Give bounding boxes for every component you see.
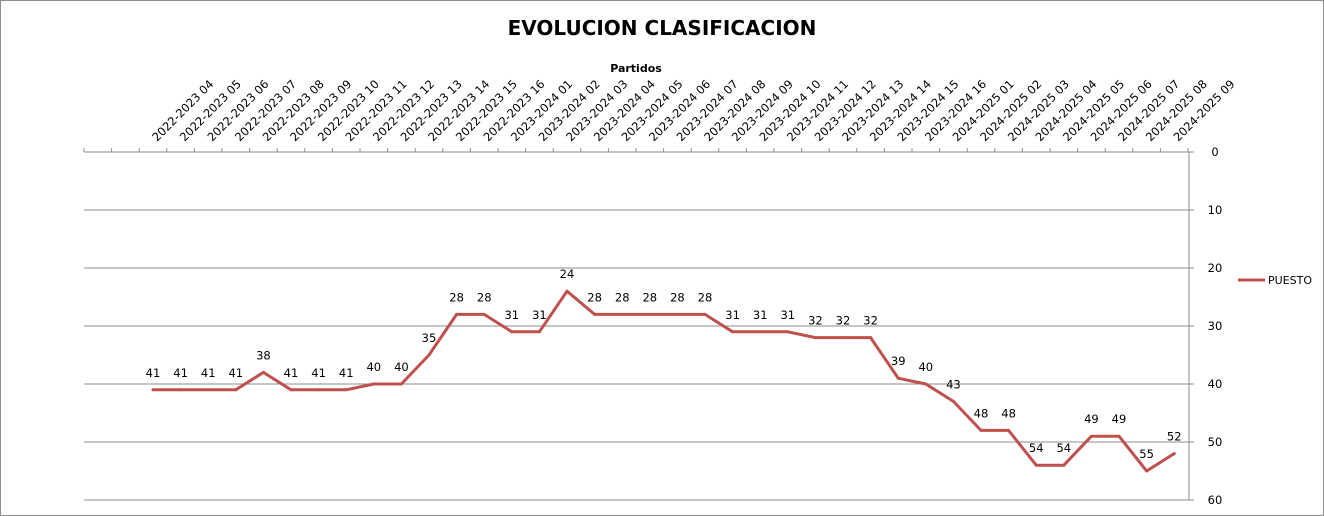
data-label: 35 [422, 331, 437, 345]
data-point [593, 312, 597, 316]
y-tick-label: 30 [1208, 319, 1223, 333]
data-point [896, 376, 900, 380]
data-label: 32 [836, 314, 851, 328]
data-point [1117, 434, 1121, 438]
data-point [482, 312, 486, 316]
data-point [648, 312, 652, 316]
gridlines [84, 209, 1189, 501]
data-label: 31 [780, 308, 795, 322]
data-point [703, 312, 707, 316]
data-point [786, 330, 790, 334]
data-label: 41 [284, 366, 299, 380]
data-label: 41 [201, 366, 216, 380]
data-label: 32 [863, 314, 878, 328]
data-point [869, 336, 873, 340]
data-label: 52 [1167, 430, 1182, 444]
data-point [289, 388, 293, 392]
x-axis-title: Partidos [610, 62, 662, 75]
data-label: 41 [228, 366, 243, 380]
data-point [510, 330, 514, 334]
data-label: 41 [146, 366, 161, 380]
data-point [206, 388, 210, 392]
data-point [1034, 463, 1038, 467]
data-label: 41 [339, 366, 354, 380]
data-label: 54 [1029, 441, 1044, 455]
data-label: 55 [1139, 447, 1154, 461]
data-label: 54 [1056, 441, 1071, 455]
data-point [979, 428, 983, 432]
y-tick-label: 40 [1208, 377, 1223, 391]
data-label: 32 [808, 314, 823, 328]
data-label: 40 [918, 360, 933, 374]
data-point [399, 382, 403, 386]
series-group [151, 289, 1176, 473]
data-point [234, 388, 238, 392]
data-point [731, 330, 735, 334]
series-line [151, 289, 1176, 473]
data-point [1145, 469, 1149, 473]
data-label: 40 [366, 360, 381, 374]
data-point [813, 336, 817, 340]
data-label: 28 [615, 290, 630, 304]
data-point [1007, 428, 1011, 432]
data-point [841, 336, 845, 340]
data-label: 28 [698, 290, 713, 304]
y-tick-label: 60 [1208, 493, 1223, 507]
legend-label: PUESTO [1268, 274, 1312, 287]
data-label: 49 [1112, 412, 1127, 426]
y-tick-label: 20 [1208, 261, 1223, 275]
data-label: 31 [504, 308, 519, 322]
data-point [427, 353, 431, 357]
data-label: 41 [311, 366, 326, 380]
y-axis-ticks: 0 10 20 30 40 50 60 [1189, 145, 1222, 507]
data-point [344, 388, 348, 392]
data-point [675, 312, 679, 316]
data-point [1172, 452, 1176, 456]
data-point [620, 312, 624, 316]
data-point [924, 382, 928, 386]
data-point [151, 388, 155, 392]
data-label: 31 [532, 308, 547, 322]
data-point [317, 388, 321, 392]
y-tick-label: 10 [1208, 203, 1223, 217]
y-tick-label: 50 [1208, 435, 1223, 449]
chart-title: EVOLUCION CLASIFICACION [508, 16, 817, 40]
data-label: 43 [946, 377, 961, 391]
data-point [372, 382, 376, 386]
data-point [1062, 463, 1066, 467]
data-point [565, 289, 569, 293]
data-label: 24 [560, 267, 575, 281]
data-label: 28 [477, 290, 492, 304]
data-point [179, 388, 183, 392]
data-label: 28 [642, 290, 657, 304]
data-label: 28 [449, 290, 464, 304]
data-label: 28 [587, 290, 602, 304]
data-point [951, 399, 955, 403]
data-point [537, 330, 541, 334]
data-label: 40 [394, 360, 409, 374]
data-point [455, 312, 459, 316]
data-label: 31 [725, 308, 740, 322]
data-point [261, 370, 265, 374]
data-point [758, 330, 762, 334]
data-label: 41 [173, 366, 188, 380]
data-point [1089, 434, 1093, 438]
y-tick-label: 0 [1211, 145, 1218, 159]
data-label: 48 [974, 406, 989, 420]
data-label: 49 [1084, 412, 1099, 426]
data-label: 39 [891, 354, 906, 368]
data-label: 31 [753, 308, 768, 322]
legend: PUESTO [1238, 274, 1312, 287]
data-label: 48 [1001, 406, 1016, 420]
data-label: 28 [670, 290, 685, 304]
data-label: 38 [256, 348, 271, 362]
data-labels: 41 41 41 41 38 41 41 41 40 40 35 28 28 31 31 24 28 28 28 28… [146, 267, 1182, 461]
